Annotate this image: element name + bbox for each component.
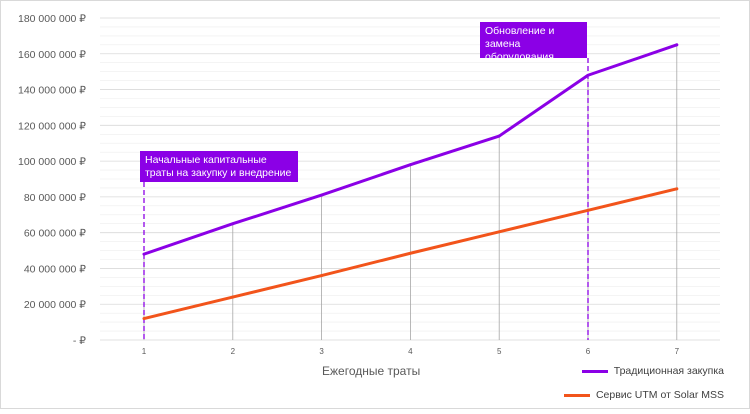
annotation-lines [143,58,589,340]
y-tick-label: 180 000 000 ₽ [18,13,86,25]
y-tick-label: 60 000 000 ₽ [24,228,86,240]
data-point-s2-3 [320,274,323,277]
y-tick-label: 160 000 000 ₽ [18,49,86,61]
category-droplines [143,44,678,340]
legend-item-utm-service: Сервис UTM от Solar MSS [563,389,724,401]
data-point-s1-1 [142,252,146,256]
data-point-s1-7 [675,43,679,47]
legend-item-traditional: Традиционная закупка [581,365,724,377]
x-tick-label: 5 [497,347,502,356]
y-tick-label: 40 000 000 ₽ [24,263,86,275]
data-point-s2-4 [409,251,412,255]
data-point-s2-6 [586,208,590,212]
data-point-s2-5 [497,230,501,234]
y-tick-label: 120 000 000 ₽ [18,120,86,132]
data-point-s1-5 [497,134,501,138]
legend-label-traditional: Традиционная закупка [613,365,724,377]
y-axis-ticks: - ₽ 20 000 000 ₽ 40 000 000 ₽ 60 000 000 ₽ 8… [18,13,86,347]
legend-swatch-traditional [581,369,608,373]
x-axis-ticks: 1 2 3 4 5 6 7 [142,347,680,356]
y-tick-label: 20 000 000 ₽ [24,299,86,311]
data-point-s1-4 [409,163,412,167]
series-lines [142,43,679,321]
annotation-initial-costs: Начальные капитальные траты на закупку и… [140,151,298,182]
y-tick-label: - ₽ [73,335,86,347]
legend-swatch-utm-service [563,393,590,397]
y-tick-label: 80 000 000 ₽ [24,192,86,204]
data-point-s1-2 [231,222,235,226]
data-point-s2-7 [675,187,679,191]
annotation-equipment-refresh: Обновление и замена оборудования [480,22,587,63]
data-point-s1-3 [320,193,323,197]
x-tick-label: 2 [231,347,236,356]
x-axis-title: Ежегодные траты [322,364,421,378]
x-tick-label: 4 [408,347,413,356]
y-tick-label: 140 000 000 ₽ [18,85,86,97]
data-point-s2-2 [231,295,235,299]
data-point-s1-6 [586,73,590,77]
x-tick-label: 3 [319,347,324,356]
y-tick-label: 100 000 000 ₽ [18,156,86,168]
x-tick-label: 1 [142,347,147,356]
x-tick-label: 6 [586,347,591,356]
data-point-s2-1 [142,317,146,320]
legend-label-utm-service: Сервис UTM от Solar MSS [595,389,724,401]
x-tick-label: 7 [675,347,680,356]
